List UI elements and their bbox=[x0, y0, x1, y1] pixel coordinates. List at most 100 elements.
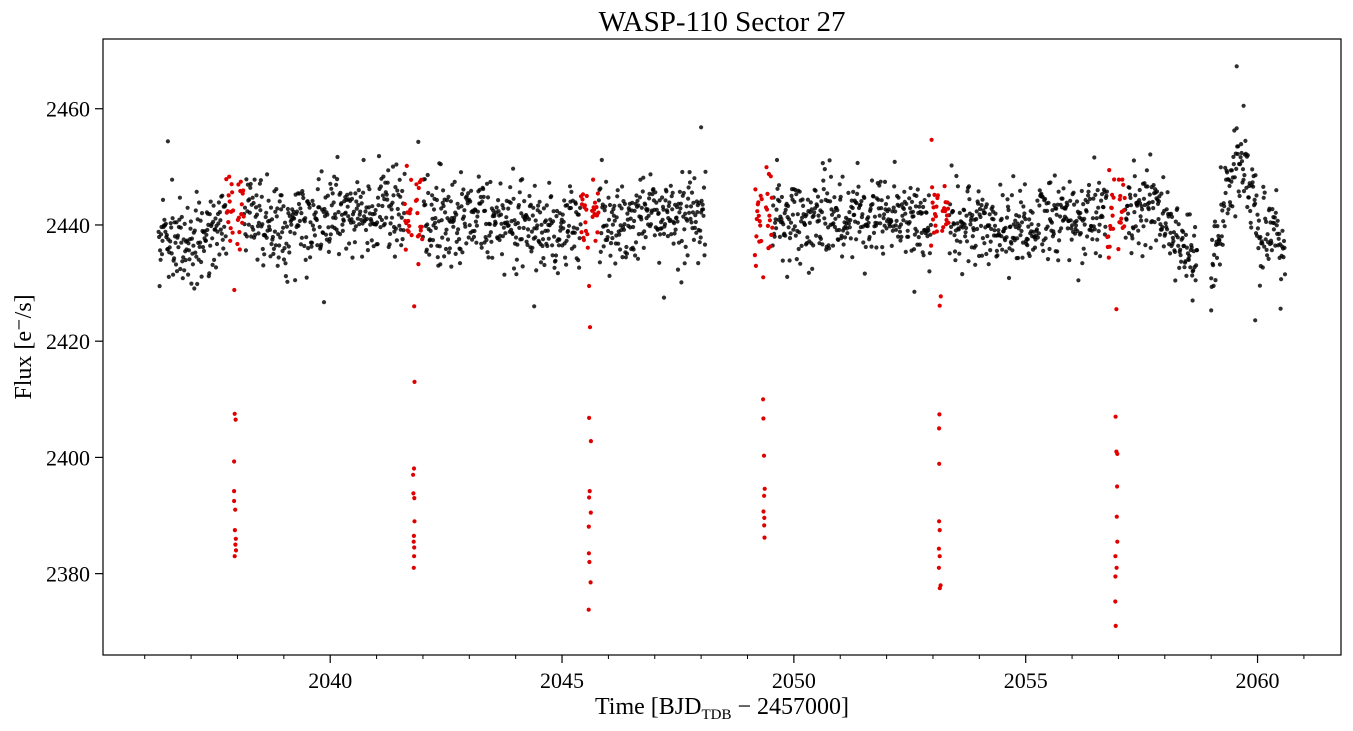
flux-point bbox=[572, 230, 577, 235]
flux-point bbox=[247, 210, 252, 215]
flux-point bbox=[906, 234, 911, 239]
flux-point bbox=[1027, 217, 1032, 222]
flux-point bbox=[359, 217, 364, 223]
flux-point bbox=[170, 177, 175, 182]
flux-point bbox=[1145, 184, 1150, 189]
flux-point bbox=[285, 279, 290, 284]
flux-point bbox=[355, 216, 360, 221]
flux-point bbox=[985, 234, 990, 239]
flux-point bbox=[1136, 241, 1141, 246]
flux-point bbox=[800, 197, 805, 202]
flux-point bbox=[547, 180, 552, 185]
flux-point bbox=[257, 203, 262, 208]
transit-flux-point bbox=[1118, 193, 1123, 199]
flux-point bbox=[293, 278, 298, 283]
flux-point bbox=[822, 216, 827, 221]
flux-point bbox=[1193, 225, 1198, 230]
flux-point bbox=[920, 210, 925, 215]
flux-point bbox=[1173, 219, 1178, 224]
flux-point bbox=[1049, 220, 1054, 225]
transit-flux-point bbox=[585, 245, 590, 250]
flux-point bbox=[488, 230, 493, 235]
flux-point bbox=[651, 187, 656, 192]
flux-point bbox=[1212, 252, 1217, 257]
flux-point bbox=[460, 250, 465, 255]
flux-point bbox=[671, 241, 676, 246]
transit-flux-point bbox=[1107, 168, 1112, 173]
flux-point bbox=[207, 212, 212, 217]
transit-flux-point bbox=[412, 496, 417, 501]
flux-point bbox=[825, 191, 830, 196]
flux-point bbox=[815, 194, 821, 199]
flux-point bbox=[828, 199, 833, 204]
transit-flux-point bbox=[929, 243, 934, 248]
flux-point bbox=[605, 235, 610, 240]
flux-point bbox=[1098, 254, 1103, 259]
flux-point bbox=[949, 224, 954, 229]
flux-point bbox=[224, 251, 229, 256]
flux-point bbox=[182, 221, 187, 226]
transit-flux-point bbox=[1113, 599, 1118, 604]
transit-flux-point bbox=[757, 219, 762, 224]
flux-point bbox=[313, 210, 318, 215]
flux-point bbox=[1143, 243, 1148, 248]
flux-point bbox=[964, 239, 970, 244]
flux-point bbox=[281, 225, 286, 230]
flux-point bbox=[634, 193, 639, 198]
flux-point bbox=[1253, 201, 1258, 206]
flux-point bbox=[1011, 174, 1016, 179]
flux-point bbox=[816, 213, 821, 218]
flux-point bbox=[1072, 202, 1077, 207]
transit-flux-point bbox=[586, 551, 592, 556]
flux-point bbox=[430, 238, 436, 243]
flux-point bbox=[652, 233, 657, 238]
flux-point bbox=[472, 228, 477, 234]
flux-point bbox=[571, 225, 576, 230]
flux-point bbox=[1222, 224, 1227, 229]
flux-point bbox=[575, 226, 580, 231]
transit-flux-point bbox=[764, 165, 769, 170]
transit-flux-point bbox=[232, 528, 237, 533]
flux-point bbox=[176, 245, 181, 250]
flux-point bbox=[828, 174, 834, 179]
flux-point bbox=[916, 235, 921, 240]
flux-point bbox=[636, 232, 642, 237]
flux-point bbox=[776, 183, 782, 188]
flux-point bbox=[398, 194, 403, 199]
flux-point bbox=[899, 202, 905, 207]
flux-point bbox=[221, 246, 226, 251]
flux-point bbox=[797, 230, 802, 235]
flux-point bbox=[307, 205, 312, 210]
flux-point bbox=[552, 234, 557, 239]
flux-point bbox=[195, 281, 200, 287]
flux-point bbox=[1212, 224, 1217, 229]
transit-flux-point bbox=[230, 230, 235, 235]
flux-point bbox=[170, 216, 175, 221]
flux-point bbox=[1266, 256, 1271, 261]
flux-point bbox=[567, 184, 573, 189]
flux-point bbox=[1154, 189, 1160, 194]
transit-flux-point bbox=[754, 234, 759, 239]
flux-point bbox=[261, 263, 266, 268]
flux-point bbox=[892, 184, 897, 189]
flux-point bbox=[1017, 223, 1022, 228]
flux-point bbox=[192, 286, 197, 291]
flux-point bbox=[468, 199, 473, 204]
flux-point bbox=[771, 203, 776, 208]
flux-point bbox=[615, 188, 620, 193]
flux-point bbox=[525, 242, 530, 247]
flux-point bbox=[258, 178, 263, 183]
flux-point bbox=[905, 228, 910, 233]
transit-flux-point bbox=[594, 205, 599, 210]
transit-flux-point bbox=[762, 523, 767, 528]
flux-point bbox=[1187, 212, 1192, 217]
flux-point bbox=[1176, 243, 1181, 248]
flux-point bbox=[315, 187, 320, 192]
flux-point bbox=[599, 157, 604, 163]
transit-flux-point bbox=[412, 379, 417, 384]
flux-point bbox=[795, 212, 800, 217]
flux-point bbox=[635, 256, 641, 261]
flux-point bbox=[194, 254, 199, 259]
flux-point bbox=[466, 191, 471, 196]
flux-point bbox=[452, 215, 457, 220]
